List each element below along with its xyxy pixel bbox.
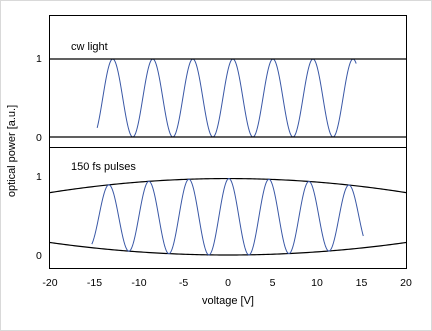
y-tick-top-0: 0 [36,132,42,144]
panel-top-frame [49,15,407,148]
pulses-lower-envelope-line [49,241,407,256]
x-tick-label: 0 [225,277,231,289]
x-axis-ticks: -20 -15 -10 -5 0 5 10 15 20 [42,277,412,289]
y-tick-bottom-1: 1 [36,171,42,183]
x-tick-label: -20 [42,277,57,289]
panel-bottom-frame [49,147,407,269]
pulses-signal-line [91,178,364,256]
x-tick-label: -15 [87,277,102,289]
x-tick-label: -10 [131,277,146,289]
x-tick-label: -5 [179,277,188,289]
y-tick-bottom-0: 0 [36,250,42,262]
chart-lines [49,58,407,256]
cw-signal-line [96,58,357,138]
y-axis-label: optical power [a.u.] [6,105,18,197]
x-tick-label: 15 [356,277,368,289]
x-tick-label: 20 [400,277,412,289]
panel-bottom-annotation: 150 fs pulses [71,161,136,173]
panel-top-annotation: cw light [71,41,108,53]
x-tick-label: 10 [311,277,323,289]
x-tick-label: 5 [270,277,276,289]
y-tick-top-1: 1 [36,53,42,65]
x-axis-label: voltage [V] [202,295,254,307]
